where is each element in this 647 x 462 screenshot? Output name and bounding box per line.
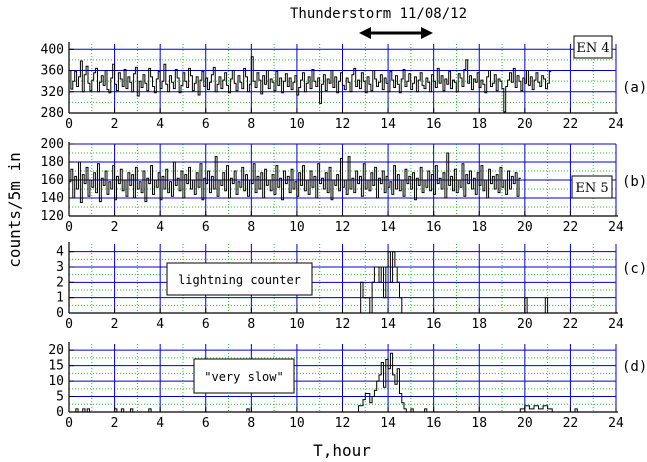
y-tick-label: 20 <box>48 343 64 358</box>
series-line <box>69 152 521 203</box>
x-tick-label: 18 <box>471 416 487 431</box>
panel-label-box <box>571 175 613 199</box>
x-tick-label: 24 <box>608 220 624 235</box>
panel-label-text: lightning counter <box>178 273 301 287</box>
x-tick-label: 16 <box>426 317 442 332</box>
x-tick-label: 8 <box>247 317 255 332</box>
x-tick-label: 0 <box>65 220 73 235</box>
x-tick-label: 14 <box>380 317 396 332</box>
x-tick-label: 2 <box>111 117 119 132</box>
x-tick-label: 16 <box>426 220 442 235</box>
x-tick-label: 4 <box>156 416 164 431</box>
x-tick-label: 18 <box>471 117 487 132</box>
x-tick-label: 22 <box>563 317 579 332</box>
x-tick-label: 10 <box>289 416 305 431</box>
x-tick-label: 12 <box>335 317 351 332</box>
panel-label-text: "very slow" <box>204 370 283 384</box>
x-tick-label: 22 <box>563 220 579 235</box>
y-tick-label: 15 <box>48 359 64 374</box>
x-tick-label: 8 <box>247 117 255 132</box>
y-tick-label: 320 <box>41 85 64 100</box>
y-tick-label: 200 <box>41 137 64 152</box>
x-tick-label: 2 <box>111 317 119 332</box>
x-tick-label: 22 <box>563 416 579 431</box>
y-tick-label: 120 <box>41 209 64 224</box>
y-tick-label: 0 <box>56 405 64 420</box>
x-axis-title: T,hour <box>313 441 371 460</box>
panel-letter: (a) <box>622 80 647 96</box>
x-tick-label: 12 <box>335 117 351 132</box>
x-tick-label: 12 <box>335 416 351 431</box>
panel-label-text: EN 5 <box>575 181 608 196</box>
panel-label-text: EN 4 <box>576 41 609 56</box>
y-tick-label: 140 <box>41 191 64 206</box>
y-axis-title: counts/5m in <box>5 152 24 268</box>
panel-label-box <box>573 35 613 59</box>
x-tick-label: 20 <box>517 117 533 132</box>
y-tick-label: 360 <box>41 64 64 79</box>
x-tick-label: 12 <box>335 220 351 235</box>
x-tick-label: 4 <box>156 317 164 332</box>
x-tick-label: 20 <box>517 416 533 431</box>
x-tick-label: 14 <box>380 220 396 235</box>
x-tick-label: 6 <box>202 117 210 132</box>
x-tick-label: 2 <box>111 416 119 431</box>
x-tick-label: 10 <box>289 317 305 332</box>
figure-title: Thunderstorm 11/08/12 <box>290 6 467 22</box>
panel-label-box <box>166 262 313 296</box>
x-tick-label: 4 <box>156 117 164 132</box>
x-tick-label: 0 <box>65 416 73 431</box>
x-tick-label: 24 <box>608 117 624 132</box>
y-tick-label: 400 <box>41 42 64 57</box>
x-tick-label: 24 <box>608 317 624 332</box>
x-tick-label: 24 <box>608 416 624 431</box>
x-tick-label: 0 <box>65 317 73 332</box>
panel-letter: (c) <box>622 261 647 277</box>
y-tick-label: 0 <box>56 306 64 321</box>
y-tick-label: 180 <box>41 155 64 170</box>
x-tick-label: 18 <box>471 220 487 235</box>
y-tick-label: 10 <box>48 374 64 389</box>
x-tick-label: 14 <box>380 117 396 132</box>
x-tick-label: 10 <box>289 220 305 235</box>
y-tick-label: 160 <box>41 173 64 188</box>
x-tick-label: 10 <box>289 117 305 132</box>
x-tick-label: 2 <box>111 220 119 235</box>
y-tick-label: 280 <box>41 106 64 121</box>
x-tick-label: 18 <box>471 317 487 332</box>
x-tick-label: 6 <box>202 317 210 332</box>
x-tick-label: 16 <box>426 117 442 132</box>
x-tick-label: 20 <box>517 220 533 235</box>
time-range-arrow <box>359 27 433 39</box>
x-tick-label: 6 <box>202 220 210 235</box>
x-tick-label: 20 <box>517 317 533 332</box>
y-tick-label: 4 <box>56 245 64 260</box>
panel-label-box <box>193 358 295 394</box>
series-line <box>69 56 552 113</box>
x-tick-label: 6 <box>202 416 210 431</box>
x-tick-label: 16 <box>426 416 442 431</box>
x-tick-label: 22 <box>563 117 579 132</box>
panel-letter: (b) <box>622 174 647 190</box>
x-tick-label: 8 <box>247 416 255 431</box>
x-tick-label: 8 <box>247 220 255 235</box>
x-tick-label: 4 <box>156 220 164 235</box>
y-tick-label: 1 <box>56 291 64 306</box>
x-tick-label: 14 <box>380 416 396 431</box>
panel-letter: (d) <box>622 359 647 375</box>
x-tick-label: 0 <box>65 117 73 132</box>
y-tick-label: 5 <box>56 390 64 405</box>
y-tick-label: 3 <box>56 260 64 275</box>
y-tick-label: 2 <box>56 275 64 290</box>
